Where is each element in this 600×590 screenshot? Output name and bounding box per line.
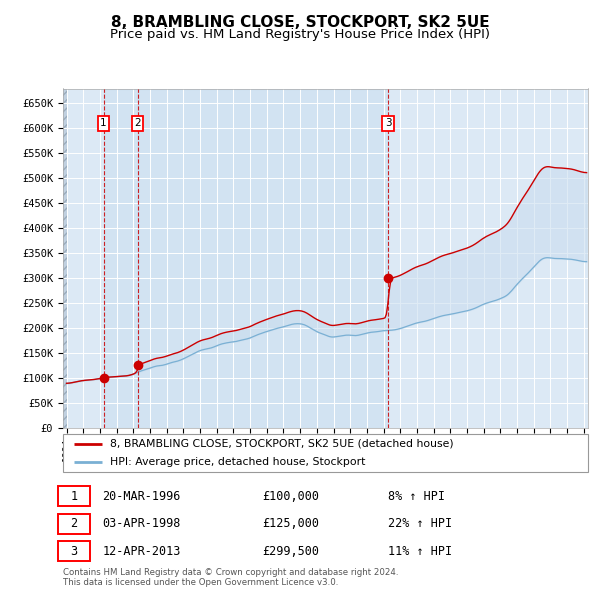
Text: 1: 1 <box>70 490 77 503</box>
Text: 8% ↑ HPI: 8% ↑ HPI <box>389 490 445 503</box>
Text: 11% ↑ HPI: 11% ↑ HPI <box>389 545 452 558</box>
FancyBboxPatch shape <box>63 434 588 472</box>
Text: £100,000: £100,000 <box>263 490 320 503</box>
Text: Price paid vs. HM Land Registry's House Price Index (HPI): Price paid vs. HM Land Registry's House … <box>110 28 490 41</box>
FancyBboxPatch shape <box>58 541 90 561</box>
Text: 2: 2 <box>134 119 141 129</box>
FancyBboxPatch shape <box>58 513 90 534</box>
Bar <box>62 88 67 428</box>
Text: 8, BRAMBLING CLOSE, STOCKPORT, SK2 5UE: 8, BRAMBLING CLOSE, STOCKPORT, SK2 5UE <box>110 15 490 30</box>
Text: 8, BRAMBLING CLOSE, STOCKPORT, SK2 5UE (detached house): 8, BRAMBLING CLOSE, STOCKPORT, SK2 5UE (… <box>110 438 454 448</box>
Bar <box>104 88 137 428</box>
Text: £299,500: £299,500 <box>263 545 320 558</box>
Text: 20-MAR-1996: 20-MAR-1996 <box>103 490 181 503</box>
Text: 22% ↑ HPI: 22% ↑ HPI <box>389 517 452 530</box>
Text: Contains HM Land Registry data © Crown copyright and database right 2024.
This d: Contains HM Land Registry data © Crown c… <box>63 568 398 587</box>
Text: 03-APR-1998: 03-APR-1998 <box>103 517 181 530</box>
Text: 2: 2 <box>70 517 77 530</box>
Text: 12-APR-2013: 12-APR-2013 <box>103 545 181 558</box>
Text: HPI: Average price, detached house, Stockport: HPI: Average price, detached house, Stoc… <box>110 457 365 467</box>
FancyBboxPatch shape <box>58 486 90 506</box>
Text: £125,000: £125,000 <box>263 517 320 530</box>
Text: 3: 3 <box>70 545 77 558</box>
Text: 3: 3 <box>385 119 392 129</box>
Bar <box>137 88 388 428</box>
Text: 1: 1 <box>100 119 107 129</box>
